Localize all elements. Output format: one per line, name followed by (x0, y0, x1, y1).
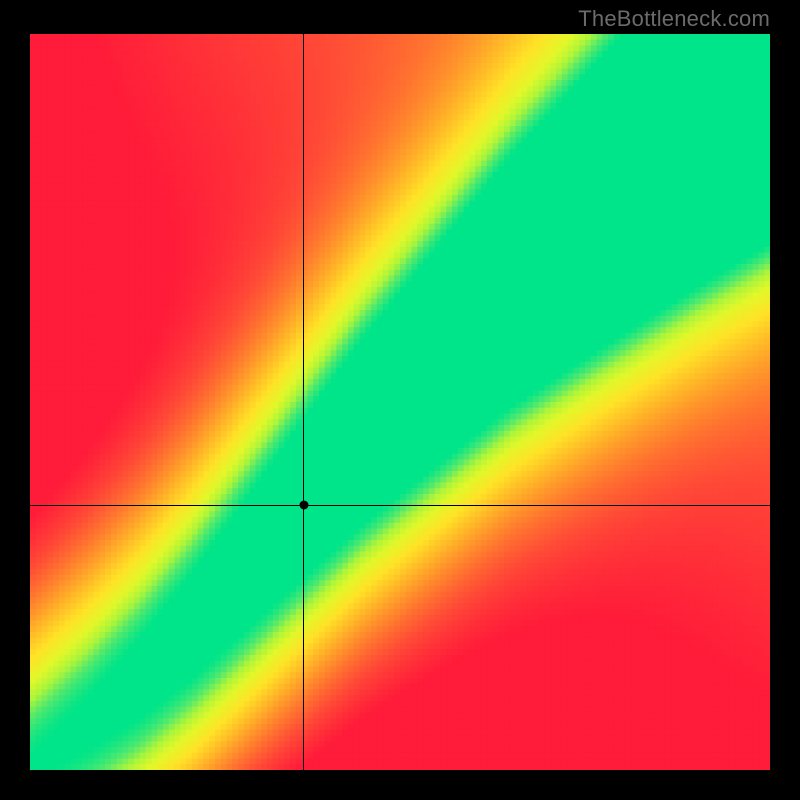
plot-area (30, 34, 770, 770)
crosshair-vertical (303, 34, 304, 770)
marker-dot (299, 501, 308, 510)
heatmap-canvas (30, 34, 770, 770)
watermark-text: TheBottleneck.com (578, 6, 770, 32)
frame: TheBottleneck.com (0, 0, 800, 800)
crosshair-horizontal (30, 505, 770, 506)
